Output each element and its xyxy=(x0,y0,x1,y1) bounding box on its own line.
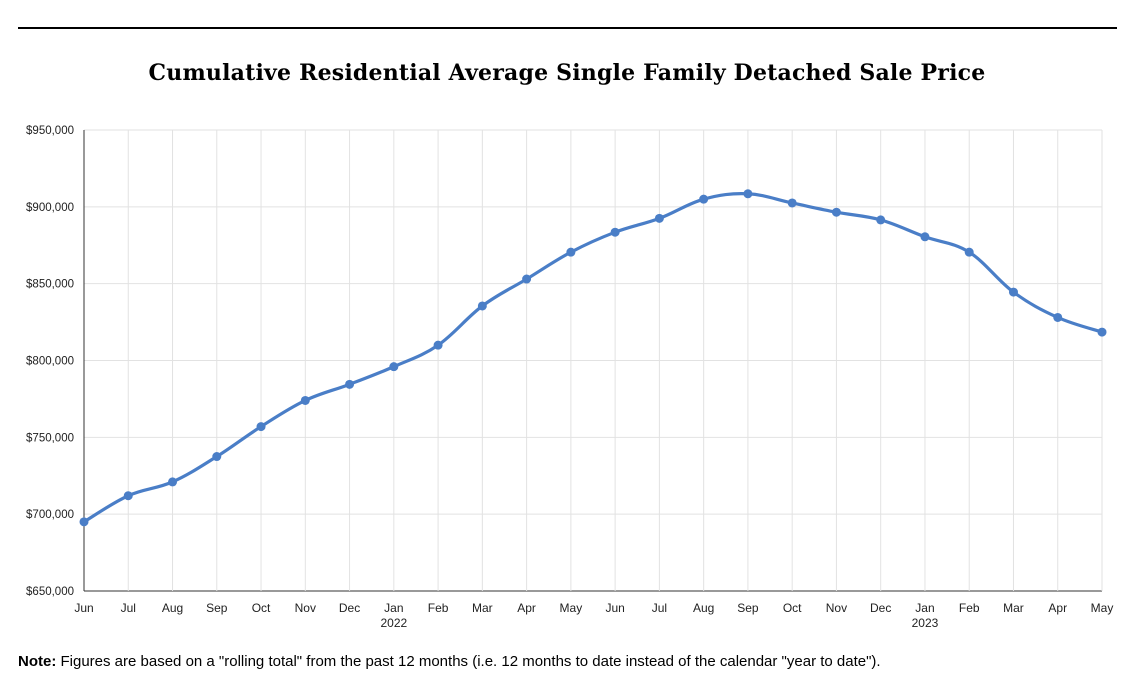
x-tick-label: Mar xyxy=(472,601,493,615)
top-divider xyxy=(18,27,1117,29)
data-point xyxy=(212,452,222,462)
data-point xyxy=(123,491,133,501)
x-tick-label: Sep xyxy=(737,601,759,615)
data-point xyxy=(964,247,974,257)
data-point xyxy=(1053,312,1063,322)
y-tick-label: $900,000 xyxy=(26,202,74,214)
note-text: Figures are based on a "rolling total" f… xyxy=(56,653,881,670)
x-tick-label: Jul xyxy=(121,601,136,615)
data-point xyxy=(168,477,178,487)
x-tick-label: Dec xyxy=(339,601,360,615)
data-point xyxy=(256,422,266,432)
x-tick-label: Apr xyxy=(1048,601,1067,615)
x-tick-label: Sep xyxy=(206,601,228,615)
x-tick-label: Nov xyxy=(826,601,847,615)
x-tick-label: Apr xyxy=(517,601,536,615)
y-tick-label: $850,000 xyxy=(26,279,74,291)
x-tick-label: Feb xyxy=(959,601,980,615)
data-point xyxy=(79,517,89,527)
x-tick-label: May xyxy=(1091,601,1114,615)
data-point xyxy=(787,198,797,208)
data-point xyxy=(477,301,487,311)
x-tick-label: Jul xyxy=(652,601,667,615)
y-tick-label: $700,000 xyxy=(26,509,74,521)
data-point xyxy=(876,215,886,225)
x-year-label: 2023 xyxy=(912,616,939,630)
data-point xyxy=(566,247,576,257)
data-point xyxy=(699,194,709,204)
series-line xyxy=(82,192,1104,524)
x-tick-label: Aug xyxy=(162,601,183,615)
chart-title: Cumulative Residential Average Single Fa… xyxy=(148,60,986,86)
note-label: Note: xyxy=(18,653,57,670)
x-tick-label: May xyxy=(560,601,583,615)
y-tick-label: $650,000 xyxy=(26,586,74,598)
data-point xyxy=(831,207,841,217)
data-point xyxy=(1097,327,1107,337)
x-tick-label: Jun xyxy=(74,601,93,615)
data-point xyxy=(522,274,532,284)
x-tick-label: Oct xyxy=(783,601,802,615)
data-point xyxy=(300,395,310,405)
x-tick-label: Aug xyxy=(693,601,714,615)
footnote: Note: Figures are based on a "rolling to… xyxy=(18,653,881,670)
x-tick-label: Jun xyxy=(605,601,624,615)
data-point xyxy=(920,232,930,242)
x-tick-label: Feb xyxy=(428,601,449,615)
x-tick-label: Jan xyxy=(384,601,403,615)
y-tick-label: $800,000 xyxy=(26,356,74,368)
x-year-label: 2022 xyxy=(380,616,407,630)
x-tick-label: Mar xyxy=(1003,601,1024,615)
x-tick-label: Oct xyxy=(252,601,271,615)
data-point xyxy=(654,213,664,223)
data-point xyxy=(610,227,620,237)
data-point xyxy=(389,362,399,372)
y-tick-label: $750,000 xyxy=(26,432,74,444)
data-point xyxy=(743,189,753,199)
x-tick-label: Nov xyxy=(295,601,316,615)
data-point xyxy=(433,340,443,350)
x-tick-label: Jan xyxy=(915,601,934,615)
y-tick-label: $950,000 xyxy=(26,125,74,137)
x-tick-label: Dec xyxy=(870,601,891,615)
data-point xyxy=(345,379,355,389)
data-point xyxy=(1008,287,1018,297)
